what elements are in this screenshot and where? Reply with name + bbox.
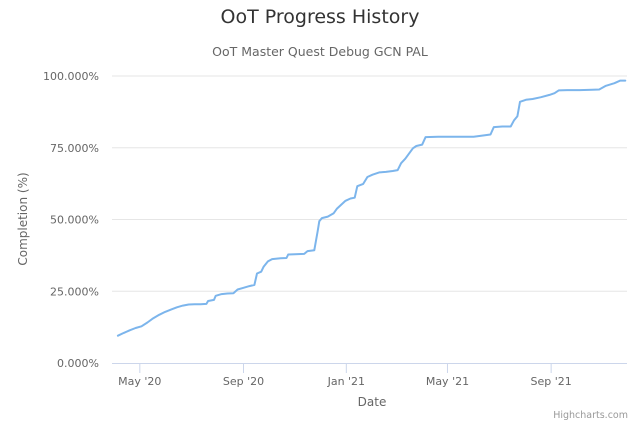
- y-axis-title: Completion (%): [16, 172, 30, 265]
- x-tick-label: Jan '21: [327, 375, 365, 388]
- chart-title: OoT Progress History: [220, 6, 420, 28]
- y-tick-label: 50.000%: [50, 214, 99, 227]
- y-tick-label: 75.000%: [50, 142, 99, 155]
- y-gridlines: [112, 75, 627, 292]
- y-tick-label: 100.000%: [43, 70, 99, 83]
- series-group: [116, 79, 627, 337]
- chart-subtitle: OoT Master Quest Debug GCN PAL: [212, 44, 428, 59]
- x-tick-label: May '21: [426, 375, 469, 388]
- x-axis-tick-labels: May '20 Sep '20 Jan '21 May '21 Sep '21: [118, 375, 572, 388]
- y-tick-label: 25.000%: [50, 285, 99, 298]
- x-tick-label: Sep '21: [531, 375, 572, 388]
- y-tick-label: 0.000%: [57, 357, 99, 370]
- series-line: [116, 79, 627, 337]
- x-axis: [112, 363, 627, 373]
- x-tick-label: May '20: [118, 375, 161, 388]
- x-tick-label: Sep '20: [223, 375, 264, 388]
- y-axis-tick-labels: 0.000% 25.000% 50.000% 75.000% 100.000%: [43, 70, 99, 370]
- x-axis-title: Date: [358, 395, 387, 409]
- credits-link[interactable]: Highcharts.com: [553, 410, 628, 421]
